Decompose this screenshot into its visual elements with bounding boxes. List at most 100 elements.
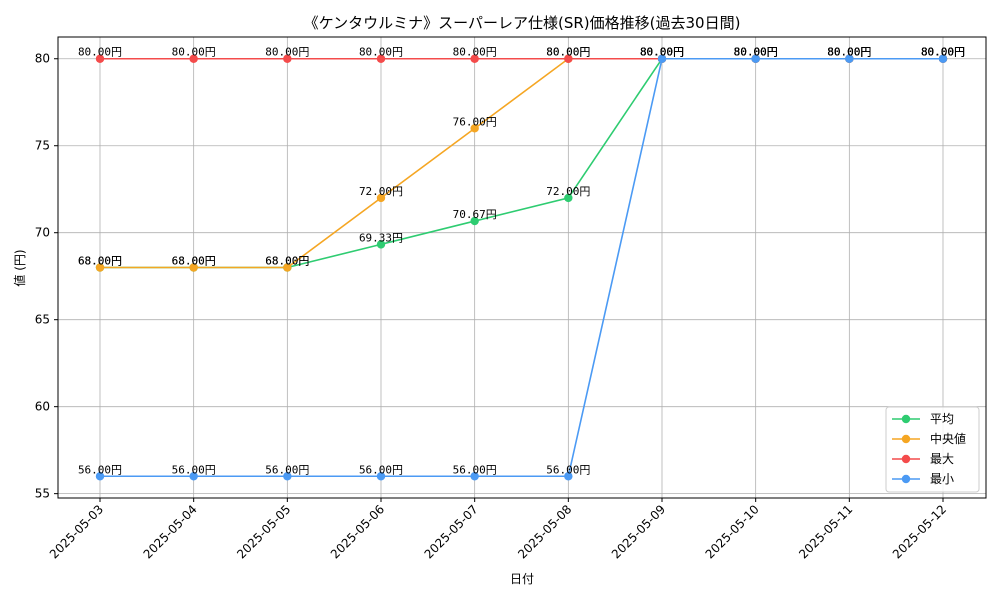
data-point: [470, 472, 479, 481]
data-label: 68.00円: [78, 255, 122, 268]
legend-label: 中央値: [930, 431, 966, 446]
data-point: [845, 54, 854, 63]
x-tick-label: 2025-05-09: [609, 502, 668, 561]
data-label: 68.00円: [78, 255, 122, 268]
data-label: 80.00円: [827, 46, 871, 59]
data-label: 80.00円: [265, 46, 309, 59]
series-line-3: [100, 57, 943, 478]
x-tick-label: 2025-05-06: [328, 502, 387, 561]
data-point: [189, 263, 198, 272]
data-point: [376, 54, 386, 63]
data-point: [95, 472, 105, 481]
legend-label: 平均: [930, 412, 954, 426]
data-point: [938, 54, 948, 63]
data-label: 56.00円: [546, 463, 590, 476]
data-point: [189, 472, 198, 481]
data-point: [564, 472, 573, 481]
legend-marker: [901, 454, 911, 464]
y-tick-label: 60: [35, 400, 50, 414]
x-tick-label: 2025-05-10: [703, 502, 762, 561]
x-axis: 2025-05-03 2025-05-04 2025-05-05 2025-05-06…: [47, 498, 949, 561]
data-label: 80.00円: [172, 46, 216, 59]
data-label: 80.00円: [453, 46, 497, 59]
y-tick-label: 80: [35, 52, 50, 66]
series-line-1: [100, 57, 943, 269]
data-label: 80.00円: [734, 46, 778, 59]
data-label: 80.00円: [640, 46, 684, 59]
x-tick-label: 2025-05-12: [890, 502, 949, 561]
data-label: 56.00円: [172, 463, 216, 476]
data-point: [564, 54, 573, 63]
x-tick-label: 2025-05-04: [141, 502, 200, 561]
data-point: [189, 54, 198, 63]
x-tick-label: 2025-05-11: [796, 502, 855, 561]
data-point: [283, 54, 292, 63]
plot-area-frame: [57, 36, 987, 499]
data-label: 68.00円: [265, 255, 309, 268]
x-tick-label: 2025-05-05: [234, 502, 293, 561]
series-group: [95, 54, 948, 481]
data-label: 80.00円: [640, 46, 684, 59]
data-point: [376, 472, 386, 481]
data-point: [376, 240, 386, 249]
legend-label: 最小: [930, 472, 954, 486]
data-label: 80.00円: [921, 46, 965, 59]
data-label: 80.00円: [546, 46, 590, 59]
legend-marker: [901, 414, 911, 424]
data-point: [95, 54, 105, 63]
data-point: [283, 263, 292, 272]
data-label: 80.00円: [734, 46, 778, 59]
data-label: 80.00円: [827, 46, 871, 59]
data-point: [376, 193, 386, 203]
data-point: [751, 54, 760, 63]
x-tick-label: 2025-05-08: [515, 502, 574, 561]
y-axis: 55 60 65 70 75 80: [35, 52, 58, 501]
data-label: 80.00円: [640, 46, 684, 59]
x-axis-label: 日付: [510, 572, 534, 586]
data-label: 76.00円: [453, 115, 497, 128]
data-label: 80.00円: [359, 46, 403, 59]
data-label: 80.00円: [827, 46, 871, 59]
data-label: 69.33円: [359, 231, 403, 244]
data-label: 56.00円: [359, 463, 403, 476]
data-label: 80.00円: [78, 46, 122, 59]
data-label: 72.00円: [546, 185, 590, 198]
data-label: 56.00円: [453, 463, 497, 476]
y-tick-label: 75: [35, 139, 50, 153]
data-label: 80.00円: [734, 46, 778, 59]
data-label: 80.00円: [921, 46, 965, 59]
series-line-0: [100, 57, 943, 269]
data-label: 68.00円: [172, 255, 216, 268]
y-axis-label: 値 (円): [12, 249, 27, 286]
legend-marker: [901, 434, 911, 444]
data-label: 72.00円: [359, 185, 403, 198]
data-label: 70.67円: [453, 208, 497, 221]
data-point: [470, 124, 479, 133]
legend-box: [885, 406, 980, 493]
data-label: 56.00円: [265, 463, 309, 476]
y-tick-label: 70: [35, 226, 50, 240]
data-point: [657, 54, 667, 63]
data-label: 80.00円: [827, 46, 871, 59]
data-point: [470, 216, 479, 226]
y-tick-label: 55: [35, 487, 50, 501]
data-point: [564, 193, 573, 203]
data-label: 68.00円: [172, 255, 216, 268]
data-labels: 68.00円 68.00円 68.00円 69.33円 70.67円 72.00円 80.0…: [78, 46, 965, 477]
data-label: 80.00円: [734, 46, 778, 59]
chart-title: 《ケンタウルミナ》スーパーレア仕様(SR)価格推移(過去30日間): [304, 14, 741, 32]
data-point: [470, 54, 479, 63]
data-label: 80.00円: [921, 46, 965, 59]
x-tick-label: 2025-05-03: [47, 502, 106, 561]
data-label: 80.00円: [546, 46, 590, 59]
data-point: [283, 472, 292, 481]
legend-marker: [901, 474, 911, 484]
y-tick-label: 65: [35, 313, 50, 327]
data-label: 56.00円: [78, 463, 122, 476]
data-label: 68.00円: [265, 255, 309, 268]
data-label: 80.00円: [640, 46, 684, 59]
x-tick-label: 2025-05-07: [422, 502, 481, 561]
legend-label: 最大: [930, 452, 954, 466]
